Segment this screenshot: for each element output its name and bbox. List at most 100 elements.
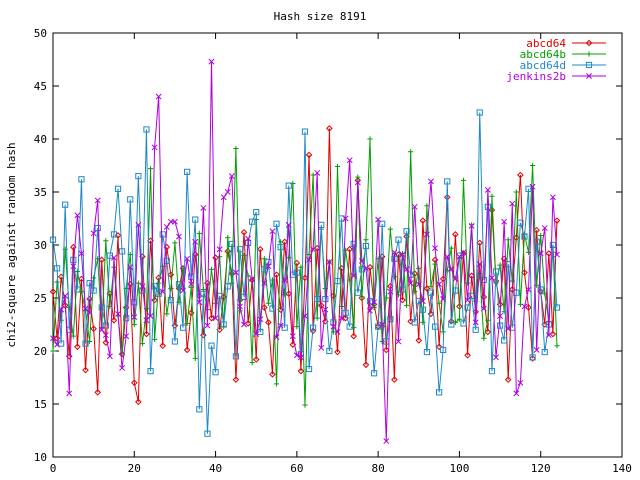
data-point	[492, 268, 500, 275]
data-point	[228, 173, 235, 180]
data-point	[237, 308, 243, 314]
data-point	[314, 315, 320, 321]
data-point	[318, 344, 325, 351]
data-point	[468, 222, 475, 229]
data-point	[484, 328, 492, 336]
data-point	[305, 365, 313, 373]
data-point	[131, 299, 138, 306]
data-point	[395, 236, 402, 243]
data-point	[387, 288, 394, 295]
data-point	[484, 186, 491, 193]
data-point	[281, 277, 288, 283]
x-tick-label: 0	[50, 462, 57, 475]
data-point	[379, 321, 386, 328]
data-point	[253, 209, 260, 216]
data-point	[224, 283, 231, 290]
data-point	[444, 253, 451, 260]
data-point	[549, 241, 557, 249]
data-point	[127, 264, 134, 271]
data-point	[301, 274, 309, 282]
data-point	[94, 197, 101, 204]
data-point	[123, 333, 130, 340]
data-point	[269, 228, 276, 235]
x-tick-label: 20	[128, 462, 141, 475]
data-point	[553, 304, 561, 311]
data-point	[135, 398, 142, 406]
data-point	[224, 248, 232, 255]
data-point	[501, 218, 508, 225]
data-point	[74, 212, 81, 219]
data-point	[200, 204, 207, 211]
data-point	[362, 361, 370, 369]
axis-ticks: 0 20 40 60 80 100 120 140 10 15 20 25 30 35 40 45 50	[34, 27, 632, 475]
data-point	[302, 402, 308, 408]
data-point	[476, 261, 483, 268]
x-tick-label: 40	[209, 462, 222, 475]
data-point	[58, 306, 65, 313]
data-point	[436, 281, 443, 288]
data-point	[62, 201, 69, 208]
data-point	[131, 321, 137, 328]
data-point	[176, 233, 182, 240]
data-point	[338, 215, 345, 222]
data-point	[362, 242, 370, 250]
data-point	[370, 370, 378, 377]
data-point	[403, 228, 410, 235]
data-point	[460, 249, 467, 256]
data-point	[232, 353, 239, 360]
data-point	[464, 351, 471, 359]
data-point	[415, 298, 422, 305]
data-point	[334, 277, 341, 285]
data-point	[135, 221, 142, 228]
data-point	[379, 220, 386, 227]
data-point	[119, 365, 126, 371]
data-point	[399, 286, 406, 293]
data-point	[436, 389, 443, 396]
data-point	[314, 169, 321, 176]
data-point	[521, 303, 528, 310]
data-point	[184, 168, 191, 175]
data-point	[488, 368, 496, 375]
data-point	[277, 244, 284, 251]
legend-label: abcd64b	[520, 48, 566, 61]
x-tick-label: 120	[531, 462, 551, 475]
data-point	[354, 289, 361, 296]
data-point	[86, 295, 93, 303]
data-point	[322, 295, 329, 303]
data-point	[285, 182, 292, 189]
data-point	[191, 251, 199, 258]
data-point	[70, 333, 76, 339]
data-point	[261, 280, 268, 287]
data-point	[147, 368, 154, 375]
data-point	[529, 355, 536, 362]
data-point	[241, 253, 247, 259]
data-point	[493, 354, 499, 361]
data-point	[50, 348, 56, 354]
data-point	[135, 280, 141, 286]
data-point	[123, 315, 130, 322]
y-tick-label: 25	[34, 292, 47, 305]
data-point	[452, 231, 459, 238]
data-point	[542, 291, 548, 297]
data-point	[277, 322, 284, 329]
series-abcd64d	[49, 109, 561, 437]
data-point	[488, 274, 495, 281]
data-point	[371, 304, 377, 311]
data-point	[513, 390, 520, 397]
data-point	[208, 342, 215, 349]
data-point	[476, 109, 483, 116]
data-point	[273, 220, 280, 227]
data-point	[261, 256, 267, 262]
data-point	[265, 319, 272, 326]
data-point	[464, 304, 471, 311]
data-point	[102, 332, 109, 339]
data-point	[232, 376, 240, 383]
data-point	[212, 315, 219, 322]
data-point	[525, 304, 532, 311]
data-point	[334, 163, 341, 170]
data-point	[464, 297, 471, 304]
data-point	[241, 321, 247, 328]
data-point	[342, 215, 349, 222]
